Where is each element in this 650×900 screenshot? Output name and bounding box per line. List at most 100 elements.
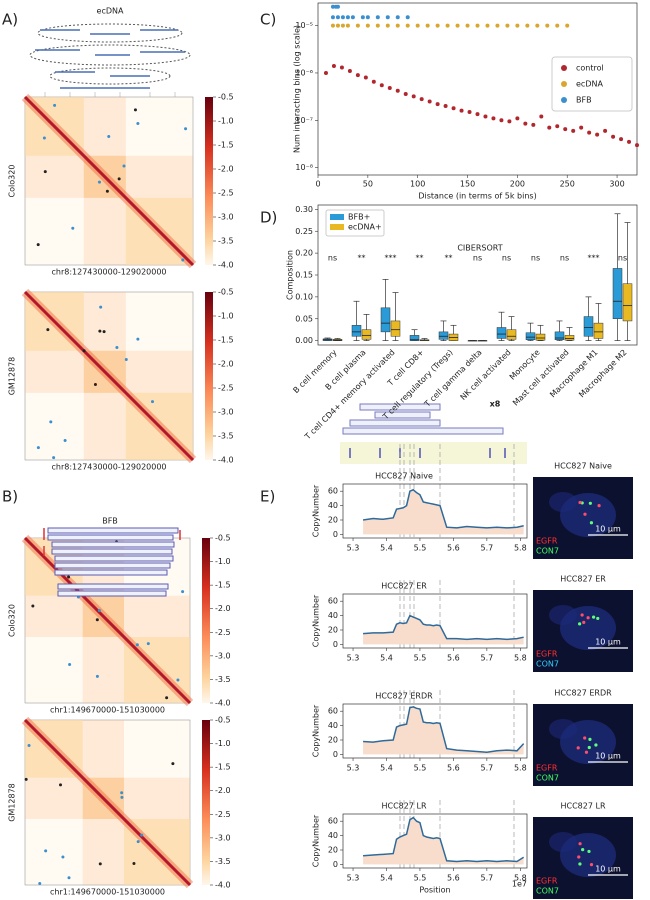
x-tick-label: 5.6 — [447, 544, 460, 553]
fish-signal — [587, 745, 591, 750]
colorbar-tick-label: -3.0 — [215, 651, 231, 660]
probe-label: CON7 — [536, 774, 559, 783]
x-tick-label: 5.4 — [380, 654, 393, 663]
point — [335, 15, 340, 20]
e-diagram — [340, 403, 527, 464]
x-tick-label: 5.5 — [414, 654, 427, 663]
point — [340, 23, 345, 28]
fish-signal — [581, 848, 585, 852]
point — [385, 15, 390, 20]
box — [622, 283, 633, 322]
y-tick-label: 0.00 — [295, 336, 313, 345]
heatmap-dot — [31, 604, 35, 608]
diagram-label: x8 — [490, 400, 501, 409]
point — [525, 23, 530, 28]
box — [564, 335, 575, 341]
point — [375, 23, 380, 28]
colorbar-tick-label: -1.5 — [215, 763, 231, 772]
heatmap-dot — [181, 258, 185, 262]
fish-signal — [596, 616, 600, 621]
colorbar-tick-label: -2.5 — [218, 189, 234, 198]
x-tick-label: 5.4 — [380, 874, 393, 883]
point — [587, 130, 592, 135]
y-tick-label: 20 — [328, 736, 338, 745]
scale-label: 10 μm — [595, 525, 621, 534]
colorbar-tick-label: -3.5 — [215, 857, 231, 866]
diagrams — [29, 23, 527, 597]
point — [571, 128, 576, 133]
colorbar — [202, 538, 210, 703]
colorbar-tick-label: -4.0 — [215, 699, 231, 708]
y-tick-label: 40 — [328, 501, 338, 510]
y-tick-label: 10⁻⁸ — [295, 163, 313, 172]
heatmap-dot — [107, 134, 111, 138]
point — [475, 23, 480, 28]
fish-signal — [578, 622, 582, 626]
legend-label: ecDNA+ — [348, 223, 382, 232]
sample-label: Colo320 — [8, 604, 17, 637]
heatmap-dot — [165, 696, 169, 700]
heatmap-dot — [53, 103, 57, 107]
x-tick-label: 5.7 — [480, 764, 493, 773]
point — [403, 91, 408, 96]
x-tick-label: 5.8 — [514, 764, 527, 773]
y-tick-label: 60 — [328, 597, 338, 606]
x-tick-label: 5.3 — [347, 544, 360, 553]
colorbar-tick-label: -1.5 — [218, 336, 234, 345]
point — [355, 73, 360, 78]
heatmap-dot — [27, 743, 31, 747]
heatmap-dot — [176, 678, 180, 682]
colorbar-tick-label: -1.5 — [215, 581, 231, 590]
point — [465, 23, 470, 28]
colorbar-tick-label: -3.0 — [215, 833, 231, 842]
heatmap-dot — [61, 855, 65, 859]
point — [435, 23, 440, 28]
y-axis-label: CopyNumber — [312, 814, 321, 867]
fish-signal — [577, 855, 581, 859]
region-label: chr8:127430000-129020000 — [51, 268, 166, 277]
x-tick-label: 50 — [363, 180, 373, 189]
point — [345, 23, 350, 28]
nucleus — [549, 719, 577, 739]
heatmap-dot — [117, 177, 121, 181]
point — [375, 15, 380, 20]
ecdna-diagram — [29, 23, 191, 97]
box — [351, 325, 362, 337]
point — [515, 23, 520, 28]
probe-label: EGFR — [536, 650, 558, 659]
point — [451, 106, 456, 111]
significance-label: *** — [385, 254, 397, 263]
colorbar-tick-label: -4.0 — [218, 456, 234, 465]
heatmap-dot — [38, 881, 42, 885]
x-tick-label: 0 — [315, 180, 320, 189]
legend-marker — [561, 97, 567, 103]
point — [475, 112, 480, 117]
point — [563, 127, 568, 132]
image-title: HCC827 ERDR — [554, 689, 612, 698]
plot-frame — [342, 593, 528, 649]
box — [409, 335, 420, 341]
x-axis-label: Distance (in terms of 5k bins) — [418, 192, 536, 201]
point — [555, 23, 560, 28]
x-tick-label: 300 — [609, 180, 624, 189]
y-tick-label: 10⁻⁷ — [295, 116, 313, 125]
region-label: chr1:149670000-151030000 — [50, 706, 165, 715]
x-tick-label: 150 — [460, 180, 475, 189]
fish-signal — [589, 521, 594, 525]
box — [496, 327, 507, 339]
significance-label: ns — [531, 254, 540, 263]
significance-label: *** — [588, 254, 600, 263]
colorbar-tick-label: -1.0 — [215, 557, 231, 566]
legend-marker — [561, 65, 567, 71]
y-tick-label: 0.30 — [295, 205, 313, 214]
heatmap-dot — [82, 349, 86, 353]
colorbar-tick-label: -1.0 — [215, 739, 231, 748]
y-axis-label: CopyNumber — [312, 594, 321, 647]
point — [330, 23, 335, 28]
sample-label: GM12878 — [8, 357, 17, 396]
colorbar-tick-label: -2.5 — [218, 384, 234, 393]
colorbar-tick-label: -0.5 — [218, 93, 234, 102]
heatmap-dot — [136, 122, 140, 126]
plot-frame — [317, 2, 638, 176]
